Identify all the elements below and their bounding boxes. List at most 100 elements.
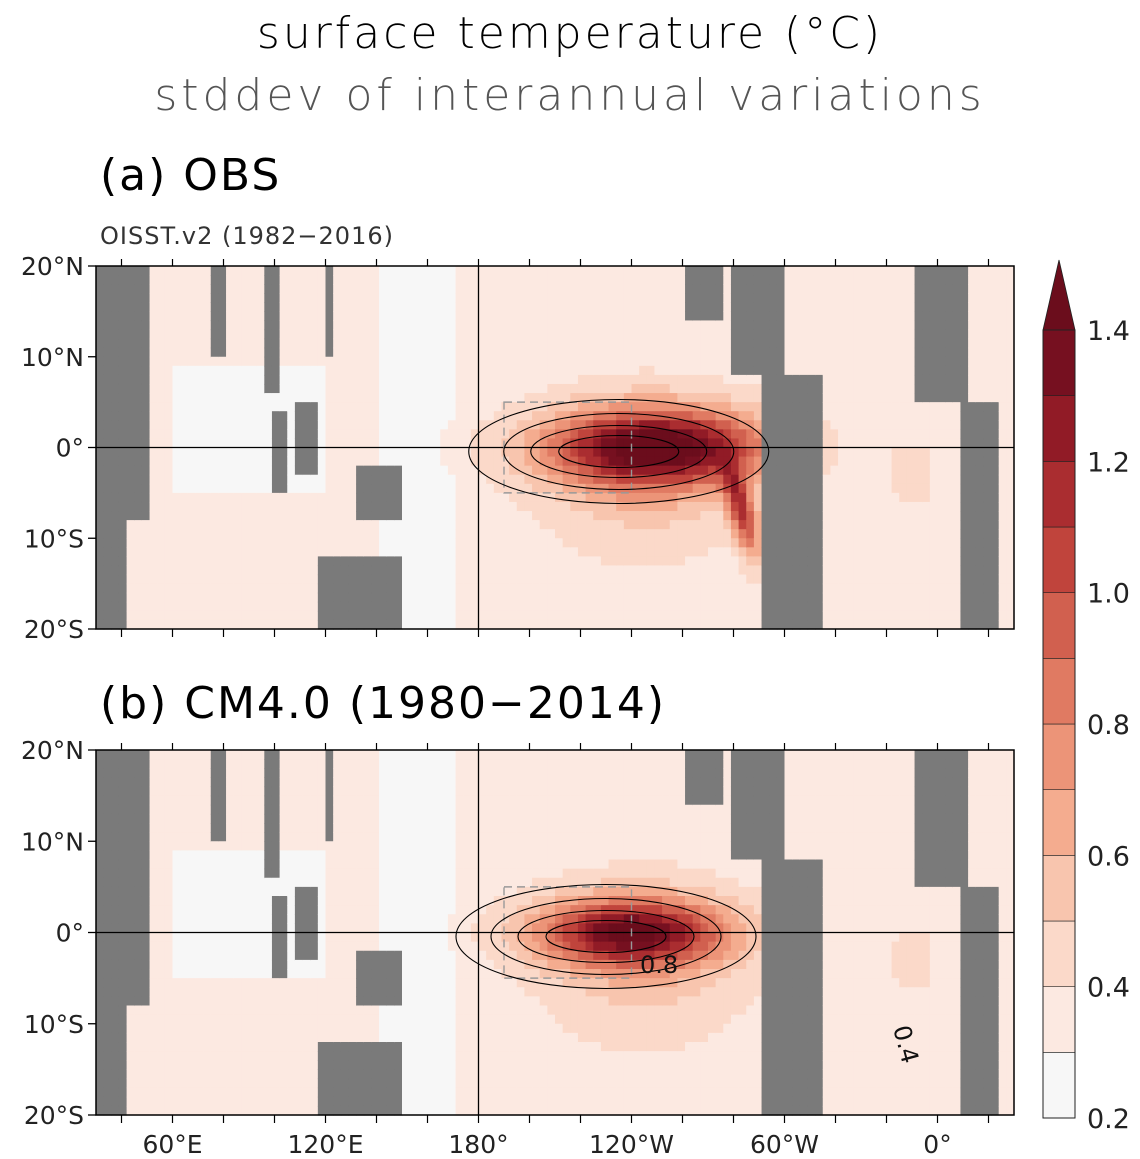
field-cell	[998, 293, 1007, 303]
field-cell	[226, 338, 235, 349]
field-cell	[463, 293, 472, 303]
field-cell	[470, 411, 480, 421]
field-cell	[218, 329, 227, 340]
field-cell	[256, 374, 265, 385]
field-cell	[532, 610, 541, 621]
field-cell	[310, 565, 319, 576]
field-cell	[929, 365, 939, 376]
field-cell	[157, 474, 166, 485]
field-cell	[463, 529, 472, 539]
field-cell	[746, 302, 755, 312]
field-cell	[340, 383, 350, 394]
field-cell	[715, 411, 724, 421]
field-cell	[256, 329, 265, 340]
field-cell	[149, 583, 158, 594]
field-cell	[845, 311, 854, 322]
field-cell	[432, 529, 441, 539]
field-cell	[386, 420, 395, 430]
field-cell	[417, 311, 426, 322]
field-cell	[371, 501, 380, 512]
field-cell	[692, 483, 701, 494]
field-cell	[815, 266, 824, 276]
field-cell	[876, 356, 885, 367]
field-cell	[868, 483, 877, 494]
field-cell	[692, 465, 701, 476]
field-cell	[493, 538, 503, 548]
field-cell	[600, 520, 610, 530]
field-cell	[662, 610, 671, 621]
field-cell	[424, 501, 434, 512]
field-cell	[363, 411, 372, 421]
field-cell	[662, 592, 671, 603]
field-cell	[616, 492, 625, 503]
field-cell	[271, 383, 281, 394]
field-cell	[570, 420, 579, 430]
field-cell	[708, 365, 717, 376]
field-cell	[516, 619, 525, 630]
field-cell	[845, 529, 854, 539]
field-cell	[233, 511, 242, 521]
field-cell	[493, 365, 503, 376]
field-cell	[532, 329, 541, 340]
field-cell	[593, 583, 602, 594]
field-cell	[769, 438, 778, 449]
field-cell	[294, 529, 304, 539]
field-cell	[945, 411, 954, 421]
field-cell	[371, 411, 380, 421]
field-cell	[111, 896, 120, 906]
field-cell	[180, 338, 189, 349]
field-cell	[792, 601, 801, 612]
field-cell	[157, 429, 166, 440]
field-cell	[937, 393, 946, 403]
field-cell	[891, 574, 900, 585]
field-cell	[929, 411, 939, 421]
field-cell	[838, 275, 847, 285]
field-cell	[455, 338, 464, 349]
field-cell	[424, 374, 434, 385]
field-cell	[738, 610, 747, 621]
field-cell	[509, 347, 518, 358]
field-cell	[164, 474, 174, 485]
field-cell	[103, 492, 112, 503]
field-cell	[577, 547, 587, 557]
field-cell	[646, 501, 656, 512]
field-cell	[157, 501, 166, 512]
field-cell	[447, 311, 457, 322]
field-cell	[677, 592, 686, 603]
field-cell	[111, 492, 120, 503]
field-cell	[593, 284, 602, 294]
field-cell	[555, 374, 564, 385]
field-cell	[402, 511, 411, 521]
field-cell	[134, 483, 143, 494]
field-cell	[677, 347, 686, 358]
field-cell	[616, 529, 625, 539]
field-cell	[891, 320, 900, 331]
field-cell	[486, 501, 495, 512]
field-cell	[677, 320, 686, 331]
field-cell	[937, 465, 946, 476]
field-cell	[952, 320, 962, 331]
field-cell	[662, 520, 671, 530]
field-cell	[432, 619, 441, 630]
field-cell	[96, 759, 105, 769]
field-cell	[922, 601, 931, 612]
field-cell	[585, 556, 594, 567]
field-cell	[180, 547, 189, 557]
field-cell	[945, 529, 954, 539]
field-cell	[914, 393, 923, 403]
field-cell	[937, 356, 946, 367]
field-cell	[325, 365, 334, 376]
field-cell	[700, 302, 709, 312]
field-cell	[493, 411, 503, 421]
field-cell	[838, 383, 847, 394]
field-cell	[700, 393, 709, 403]
field-cell	[317, 311, 327, 322]
field-cell	[662, 447, 671, 458]
field-cell	[769, 284, 778, 294]
field-cell	[853, 511, 862, 521]
field-cell	[96, 320, 105, 331]
field-cell	[616, 583, 625, 594]
field-cell	[876, 565, 885, 576]
field-cell	[608, 411, 617, 421]
field-cell	[432, 610, 441, 621]
